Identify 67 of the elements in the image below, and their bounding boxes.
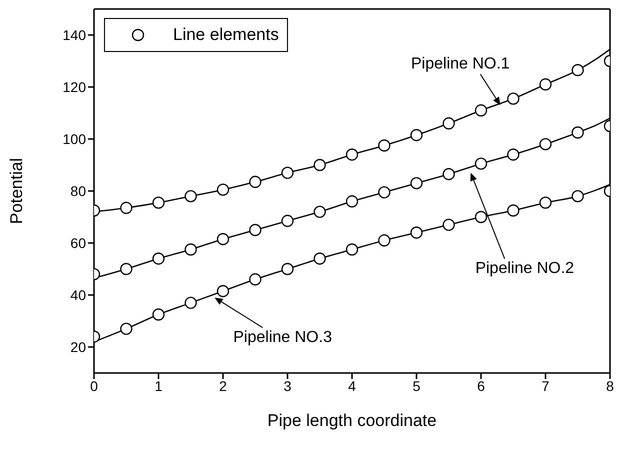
point — [184, 243, 197, 256]
x-tick-label: 8 — [606, 378, 614, 394]
annotation: Pipeline NO.2 — [475, 260, 574, 278]
point — [410, 129, 423, 142]
x-tick-label: 0 — [90, 378, 98, 394]
point — [120, 202, 132, 214]
x-tick-label: 6 — [477, 378, 486, 394]
point — [572, 190, 584, 202]
point — [281, 166, 294, 179]
point — [120, 322, 132, 335]
point — [152, 196, 165, 209]
y-tick-label: 80 — [70, 182, 86, 199]
y-tick-label: 120 — [62, 78, 86, 95]
point — [507, 148, 520, 161]
point — [216, 285, 230, 298]
point — [281, 262, 294, 276]
point — [314, 252, 326, 265]
point — [216, 184, 230, 196]
point — [378, 186, 390, 198]
x-tick-label: 5 — [412, 378, 421, 394]
point — [184, 296, 197, 309]
point — [474, 158, 488, 170]
point — [442, 168, 455, 180]
point — [378, 139, 390, 152]
point — [249, 273, 262, 286]
x-tick-label: 1 — [154, 378, 163, 394]
x-tick-label: 7 — [542, 378, 550, 394]
point — [346, 148, 358, 161]
x-tick-label: 4 — [348, 378, 356, 394]
point — [572, 126, 584, 139]
point — [120, 262, 132, 276]
point — [507, 204, 520, 217]
point — [346, 243, 358, 256]
point — [184, 190, 197, 202]
annotation: Pipeline NO.3 — [233, 328, 332, 346]
y-tick-label: 140 — [62, 26, 86, 43]
point — [314, 206, 326, 218]
point — [539, 196, 552, 209]
point — [152, 308, 165, 321]
x-tick-label: 3 — [284, 378, 292, 394]
point — [249, 224, 262, 236]
point — [410, 226, 423, 239]
point — [474, 210, 488, 224]
point — [314, 158, 326, 172]
point — [442, 117, 455, 130]
y-tick-label: 40 — [70, 286, 86, 303]
legend-label: Line elements — [173, 24, 279, 46]
point — [539, 78, 552, 90]
point — [572, 64, 584, 76]
x-axis-title: Pipe length coordinate — [267, 411, 437, 430]
point — [474, 104, 488, 116]
point — [410, 177, 423, 190]
point — [442, 218, 455, 231]
y-tick-label: 20 — [70, 338, 86, 355]
point — [152, 252, 165, 265]
y-tick-label: 60 — [70, 234, 86, 251]
point — [249, 176, 262, 188]
point — [346, 195, 358, 208]
point — [378, 234, 390, 246]
y-axis-title: Potential — [7, 158, 26, 224]
point — [281, 214, 294, 227]
point — [507, 92, 520, 105]
point — [216, 233, 230, 246]
y-tick-label: 100 — [62, 130, 86, 147]
annotation: Pipeline NO.1 — [410, 55, 510, 72]
x-tick-label: 2 — [219, 378, 228, 394]
point — [539, 138, 552, 150]
